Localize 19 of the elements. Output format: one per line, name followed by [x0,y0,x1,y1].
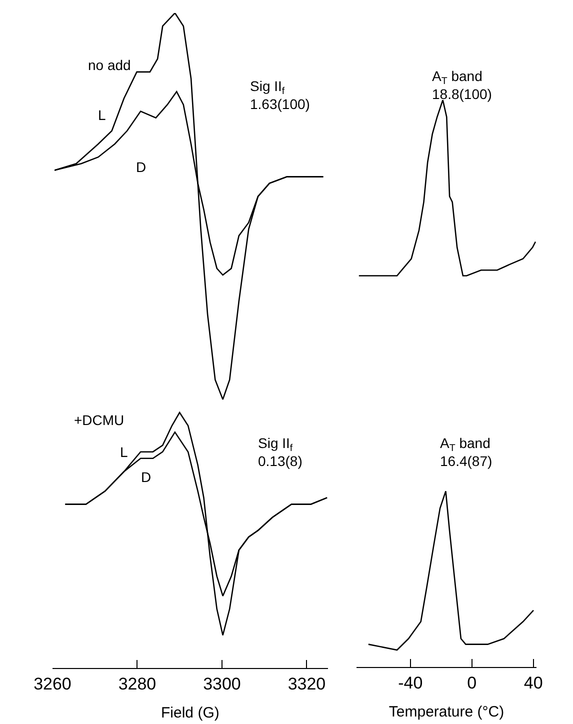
x-tick-label: 3300 [203,674,241,694]
series-label: L [98,107,106,123]
annotation: +DCMU [74,412,124,428]
x-tick-label: 40 [524,674,543,693]
series-label: D [141,469,152,485]
annotation: no add [88,57,131,73]
x-tick-label: 3320 [288,674,326,694]
annotation: Sig II$_{f}$ 0.13(8) [258,435,302,470]
x-tick-label: -40 [398,674,423,693]
series-label: L [120,444,128,460]
series-label: D [136,159,146,175]
x-axis-title: Field (G) [161,704,220,722]
annotation: Sig II$_{f}$ 1.63(100) [250,78,310,112]
x-axis-title: Temperature (°C) [388,704,504,721]
x-tick-label: 3260 [34,674,72,694]
annotation: A$_{T}$ band 16.4(87) [440,435,492,470]
x-tick-label: 3280 [118,674,156,694]
annotation: A$_{T}$ band 18.8(100) [432,68,492,102]
x-tick-label: 0 [467,674,477,693]
